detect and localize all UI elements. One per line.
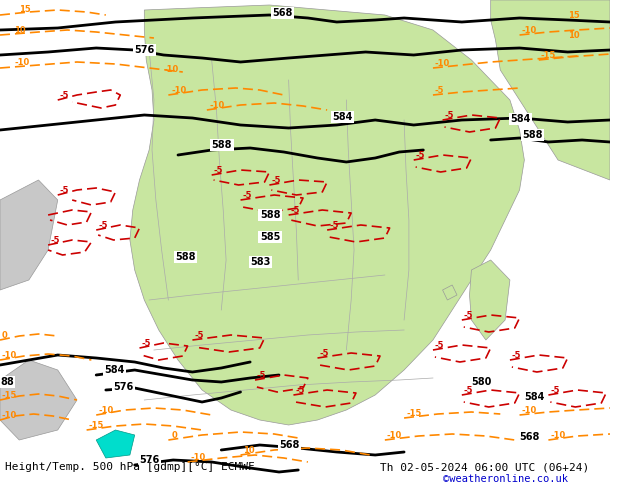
Text: 0: 0 bbox=[2, 331, 8, 340]
Text: 584: 584 bbox=[332, 112, 353, 122]
Text: 584: 584 bbox=[510, 114, 530, 124]
Text: -5: -5 bbox=[295, 386, 305, 395]
Polygon shape bbox=[443, 285, 457, 300]
Text: 580: 580 bbox=[472, 377, 492, 387]
Text: -5: -5 bbox=[444, 111, 454, 120]
Text: -5: -5 bbox=[271, 176, 281, 185]
Text: -10: -10 bbox=[98, 406, 113, 415]
Text: -15: -15 bbox=[2, 391, 17, 400]
Text: -5: -5 bbox=[50, 236, 60, 245]
Polygon shape bbox=[130, 5, 524, 425]
Text: -5: -5 bbox=[329, 221, 339, 230]
Polygon shape bbox=[491, 0, 610, 180]
Text: -5: -5 bbox=[195, 331, 204, 340]
Text: -10: -10 bbox=[435, 59, 450, 68]
Text: -5: -5 bbox=[463, 386, 473, 395]
Text: 585: 585 bbox=[260, 232, 280, 242]
Text: -5: -5 bbox=[290, 206, 300, 215]
Text: 15: 15 bbox=[567, 11, 579, 20]
Text: 588: 588 bbox=[260, 210, 280, 220]
Text: 583: 583 bbox=[250, 257, 271, 267]
Text: 588: 588 bbox=[212, 140, 232, 150]
Text: 10: 10 bbox=[567, 31, 579, 40]
Text: 576: 576 bbox=[139, 455, 160, 465]
Text: -5: -5 bbox=[550, 386, 560, 395]
Text: 576: 576 bbox=[134, 45, 155, 55]
Text: 15: 15 bbox=[19, 5, 31, 14]
Text: -10: -10 bbox=[521, 26, 537, 35]
Text: 88: 88 bbox=[0, 377, 14, 387]
Text: -10: -10 bbox=[521, 406, 537, 415]
Text: -5: -5 bbox=[242, 191, 252, 200]
Text: ©weatheronline.co.uk: ©weatheronline.co.uk bbox=[443, 474, 567, 484]
Text: -10: -10 bbox=[2, 411, 17, 420]
Text: -10: -10 bbox=[190, 453, 206, 462]
Text: 588: 588 bbox=[522, 130, 543, 140]
Text: -10: -10 bbox=[164, 65, 179, 74]
Text: -5: -5 bbox=[98, 221, 108, 230]
Text: -5: -5 bbox=[214, 166, 223, 175]
Text: Th 02-05-2024 06:00 UTC (06+24): Th 02-05-2024 06:00 UTC (06+24) bbox=[380, 462, 589, 472]
Text: 10: 10 bbox=[15, 26, 26, 35]
Text: 568: 568 bbox=[519, 432, 540, 442]
Text: -10: -10 bbox=[210, 101, 225, 110]
Polygon shape bbox=[0, 180, 58, 290]
Text: 0: 0 bbox=[171, 431, 177, 440]
Text: -5: -5 bbox=[463, 311, 473, 320]
Polygon shape bbox=[0, 360, 77, 440]
Text: -10: -10 bbox=[15, 58, 30, 67]
Text: 584: 584 bbox=[524, 392, 545, 402]
Text: -10: -10 bbox=[387, 431, 402, 440]
Polygon shape bbox=[470, 260, 510, 340]
Text: -15: -15 bbox=[541, 51, 556, 60]
Text: 10: 10 bbox=[243, 446, 255, 455]
Text: -15: -15 bbox=[89, 421, 104, 430]
Text: -5: -5 bbox=[60, 91, 69, 100]
Text: -5: -5 bbox=[416, 151, 425, 160]
Text: Height/Temp. 500 hPa [gdmp][°C] ECMWF: Height/Temp. 500 hPa [gdmp][°C] ECMWF bbox=[5, 462, 255, 472]
Text: -5: -5 bbox=[512, 351, 521, 360]
Text: -5: -5 bbox=[435, 341, 444, 350]
Text: -5: -5 bbox=[435, 86, 444, 95]
Text: -15: -15 bbox=[406, 409, 422, 418]
Text: -5: -5 bbox=[60, 186, 69, 195]
Text: -10: -10 bbox=[171, 86, 186, 95]
Text: -5: -5 bbox=[141, 339, 151, 348]
Text: 568: 568 bbox=[279, 440, 299, 450]
Text: 584: 584 bbox=[104, 365, 124, 375]
Text: 576: 576 bbox=[113, 382, 134, 392]
Text: 588: 588 bbox=[175, 252, 196, 262]
Text: -10: -10 bbox=[550, 431, 566, 440]
Text: 568: 568 bbox=[272, 8, 293, 18]
Text: -5: -5 bbox=[320, 349, 329, 358]
Text: -10: -10 bbox=[2, 351, 17, 360]
Text: -5: -5 bbox=[257, 371, 266, 380]
Polygon shape bbox=[96, 430, 134, 458]
